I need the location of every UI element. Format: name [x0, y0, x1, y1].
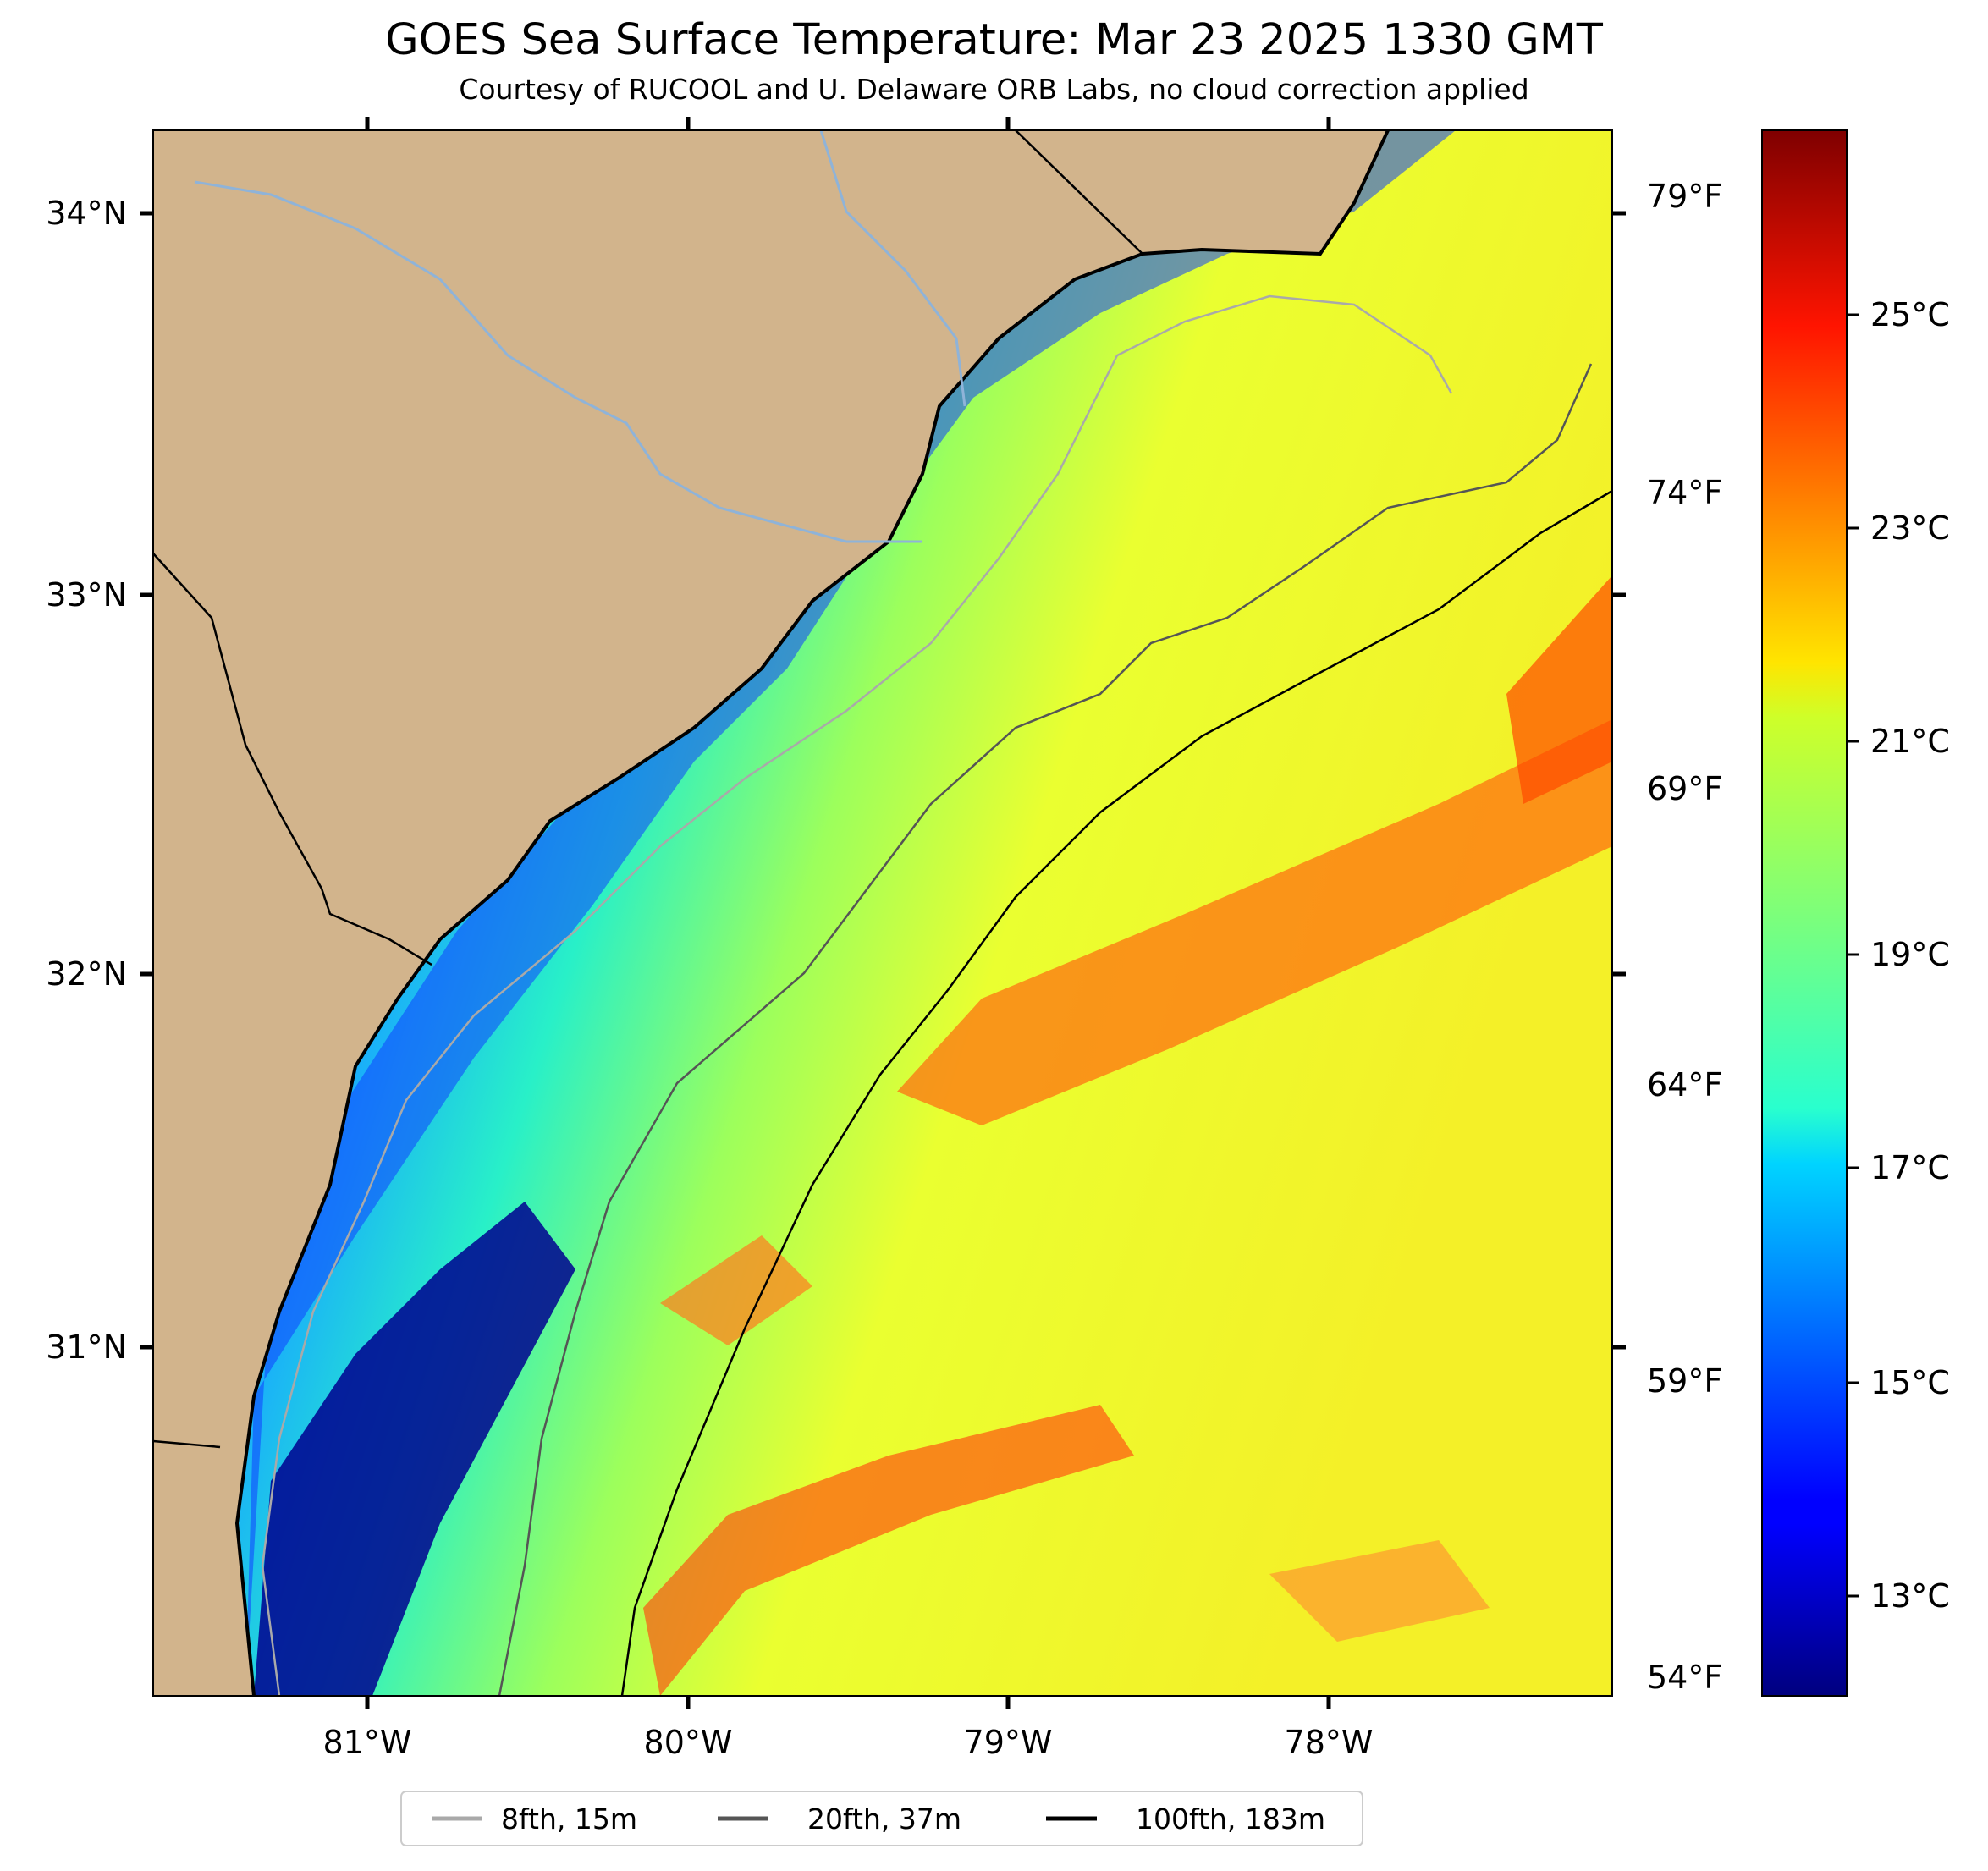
lat-tick-label: 32°N	[46, 955, 127, 993]
fahrenheit-labels: 79°F 74°F 69°F 64°F 59°F 54°F	[1647, 178, 1722, 1696]
warm-filament-4	[660, 1235, 812, 1345]
lon-tick-label: 79°W	[964, 1724, 1053, 1761]
warm-filament-3	[643, 1405, 1134, 1696]
fahrenheit-label: 79°F	[1647, 178, 1722, 215]
isobath-20fth	[498, 363, 1593, 1696]
map-frame	[152, 129, 1613, 1697]
colorbar-label: 19°C	[1870, 936, 1950, 973]
warm-filament-1	[897, 719, 1612, 1125]
warm-filament-2	[1506, 575, 1612, 804]
lon-tick-label: 80°W	[644, 1724, 733, 1761]
lat-tick-label: 31°N	[46, 1329, 127, 1366]
lon-tick-label: 78°W	[1285, 1724, 1374, 1761]
colorbar-label: 13°C	[1870, 1577, 1950, 1615]
state-border-nc-sc	[1015, 130, 1143, 255]
colorbar-labels: 25°C 23°C 21°C 19°C 17°C 15°C 13°C	[1870, 296, 1950, 1615]
fahrenheit-label: 74°F	[1647, 474, 1722, 511]
chart-subtitle: Courtesy of RUCOOL and U. Delaware ORB L…	[459, 73, 1529, 106]
isobath-100fth	[620, 489, 1612, 1696]
legend-box	[400, 1791, 1363, 1846]
colorbar	[1761, 129, 1848, 1697]
isobath-8fth	[261, 294, 1453, 1696]
colorbar-label: 23°C	[1870, 509, 1950, 547]
fahrenheit-label: 69°F	[1647, 770, 1722, 807]
chart-title: GOES Sea Surface Temperature: Mar 23 202…	[385, 15, 1603, 65]
legend: 8fth, 15m 20fth, 37m 100fth, 183m	[400, 1791, 1363, 1846]
state-border-ga-sc	[153, 553, 432, 966]
lon-tick-label: 81°W	[323, 1724, 412, 1761]
river	[194, 180, 922, 543]
lat-tick-label: 34°N	[46, 195, 127, 232]
colorbar-label: 21°C	[1870, 723, 1950, 760]
fahrenheit-label: 54°F	[1647, 1659, 1722, 1696]
legend-label: 100fth, 183m	[1136, 1802, 1325, 1835]
fahrenheit-label: 59°F	[1647, 1362, 1722, 1400]
state-border-fl-ga	[153, 1439, 221, 1449]
lon-major-ticks	[365, 117, 1331, 1709]
river	[819, 130, 966, 407]
lat-tick-labels: 34°N 33°N 32°N 31°N	[46, 195, 127, 1366]
sst-map	[153, 130, 1612, 1696]
land	[153, 130, 1388, 1696]
colorbar-label: 17°C	[1870, 1149, 1950, 1186]
legend-label: 8fth, 15m	[501, 1802, 637, 1835]
coldest-water	[254, 1202, 575, 1696]
cold-shelf-water	[245, 130, 1456, 1696]
lon-tick-labels: 81°W 80°W 79°W 78°W	[323, 1724, 1374, 1761]
colorbar-label: 25°C	[1870, 296, 1950, 333]
warm-filament-5	[1269, 1540, 1490, 1642]
lat-tick-label: 33°N	[46, 576, 127, 614]
lat-major-ticks	[140, 211, 1626, 1350]
fahrenheit-label: 64°F	[1647, 1066, 1722, 1103]
coastline	[234, 130, 1390, 1696]
colorbar-ticks	[1847, 313, 1859, 1598]
legend-label: 20fth, 37m	[807, 1802, 961, 1835]
colorbar-label: 15°C	[1870, 1364, 1950, 1401]
